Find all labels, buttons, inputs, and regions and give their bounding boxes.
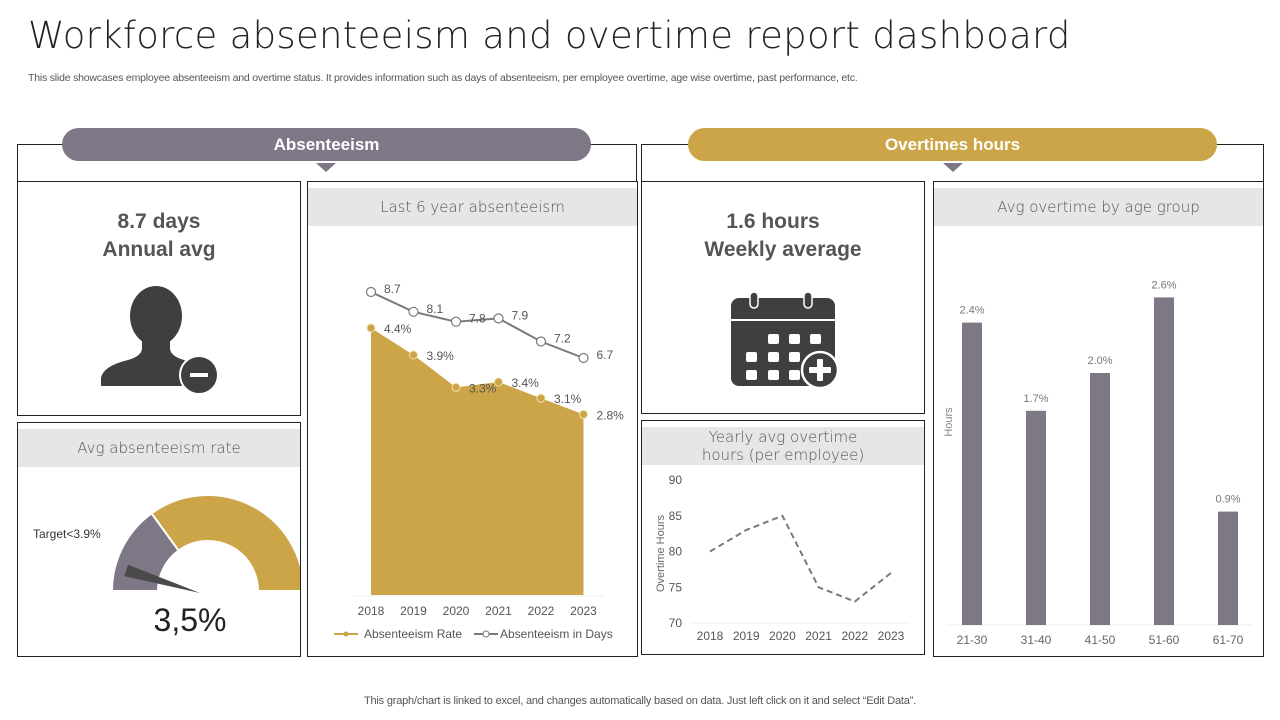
legend-rate-marker	[343, 631, 349, 637]
gauge-value-label: 3,5%	[154, 602, 227, 638]
y-tick-label: 90	[669, 473, 683, 487]
x-tick-label: 41-50	[1085, 633, 1116, 647]
user-minus-icon	[101, 286, 218, 395]
age-group-bar	[1026, 410, 1046, 625]
absenteeism-pointer-icon	[316, 163, 336, 172]
absenteeism-days-label: 7.2	[554, 332, 571, 346]
page-subtitle: This slide showcases employee absenteeis…	[28, 72, 858, 84]
gauge-needle	[124, 564, 200, 593]
x-tick-label: 2023	[570, 604, 597, 618]
x-tick-label: 31-40	[1021, 633, 1052, 647]
last-6-year-absenteeism-card: Last 6 year absenteeism 4.4% 3.9% 3.3% 3.4%…	[307, 181, 638, 657]
age-group-bar	[1218, 511, 1238, 625]
overtime-section-header: Overtimes hours	[688, 128, 1217, 161]
absenteeism-rate-point	[366, 323, 376, 333]
x-tick-label: 2021	[805, 629, 832, 643]
absence-kpi-card: 8.7 days Annual avg	[17, 181, 301, 416]
absenteeism-days-label: 8.7	[384, 282, 401, 296]
absenteeism-rate-label: 3.1%	[554, 392, 582, 406]
y-tick-label: 85	[669, 509, 683, 523]
x-tick-label: 21-30	[957, 633, 988, 647]
y-tick-label: 70	[669, 616, 683, 630]
x-tick-label: 2023	[878, 629, 905, 643]
absenteeism-days-label: 6.7	[597, 348, 614, 362]
x-tick-label: 51-60	[1149, 633, 1180, 647]
bar-value-label: 1.7%	[1023, 393, 1048, 405]
absenteeism-days-label: 7.8	[469, 312, 486, 326]
x-tick-label: 2022	[841, 629, 868, 643]
page-title: Workforce absenteeism and overtime repor…	[28, 14, 1071, 57]
absenteeism-days-point	[493, 313, 504, 324]
absenteeism-days-point	[365, 286, 377, 298]
overtime-kpi-value: 1.6 hours	[726, 210, 820, 233]
footer-note: This graph/chart is linked to excel, and…	[364, 695, 916, 707]
absenteeism-days-point	[408, 306, 419, 317]
absenteeism-rate-point	[579, 409, 588, 419]
absenteeism-rate-area	[371, 328, 584, 595]
absenteeism-rate-point	[536, 393, 546, 403]
avg-absenteeism-rate-title: Avg absenteeism rate	[18, 429, 300, 467]
absenteeism-rate-point	[494, 377, 503, 387]
x-tick-label: 2020	[443, 604, 470, 618]
age-group-bar	[1154, 297, 1174, 625]
x-tick-label: 2021	[485, 604, 512, 618]
overtime-kpi-label: Weekly average	[704, 238, 862, 261]
absenteeism-rate-label: 3.9%	[427, 349, 455, 363]
overtime-kpi-card: 1.6 hours Weekly average	[641, 181, 925, 414]
absenteeism-rate-label: 2.8%	[597, 408, 625, 422]
y-tick-label: 75	[669, 580, 683, 594]
age-group-bar	[962, 322, 982, 625]
last-6-year-absenteeism-title: Last 6 year absenteeism	[308, 188, 637, 226]
bar-value-label: 2.6%	[1151, 279, 1176, 291]
absenteeism-section-header: Absenteeism	[62, 128, 591, 161]
gauge-target-label: Target<3.9%	[33, 527, 101, 541]
y-tick-label: 80	[669, 545, 683, 559]
overtime-pointer-icon	[943, 163, 963, 172]
avg-absenteeism-rate-card: Avg absenteeism rate Target<3.9% 3,5%	[17, 422, 301, 657]
age-group-overtime-card: Avg overtime by age group 2.4% 21-30 1.7% 3…	[933, 181, 1264, 657]
legend-days-marker	[482, 630, 490, 638]
gauge-chart: Target<3.9% 3,5%	[33, 494, 300, 638]
absenteeism-section-label: Absenteeism	[273, 134, 380, 154]
absence-kpi-label: Annual avg	[102, 238, 216, 261]
absenteeism-rate-label: 3.4%	[512, 376, 540, 390]
absenteeism-days-point	[450, 316, 462, 327]
bar-value-label: 2.0%	[1087, 355, 1112, 367]
age-group-overtime-title: Avg overtime by age group	[934, 188, 1263, 226]
x-tick-label: 2019	[733, 629, 760, 643]
x-tick-label: 2019	[400, 604, 427, 618]
yearly-overtime-title-text: Yearly avg overtime hours (per employee)	[701, 428, 865, 464]
legend-rate-label: Absenteeism Rate	[364, 627, 462, 641]
x-tick-label: 61-70	[1213, 633, 1244, 647]
absenteeism-rate-label: 4.4%	[384, 322, 412, 336]
calendar-plus-icon	[731, 291, 840, 390]
bar-value-label: 0.9%	[1215, 494, 1240, 506]
yearly-overtime-line-chart: 70 75 80 85 90 2018 2019 2020 2021 2022 2023 Overti…	[655, 473, 910, 643]
absenteeism-area-chart: 4.4% 3.9% 3.3% 3.4% 3.1% 2.8% 8.7 8.1 7.8 7.9 7.2 6…	[334, 282, 625, 641]
absenteeism-days-point	[535, 336, 547, 347]
absenteeism-rate-label: 3.3%	[469, 381, 497, 395]
x-tick-label: 2018	[358, 604, 385, 618]
gauge-remaining-segment	[150, 494, 300, 592]
legend-days-label: Absenteeism in Days	[500, 627, 613, 641]
overtime-hours-line	[709, 514, 892, 603]
y-axis-label: Hours	[943, 407, 955, 437]
x-tick-label: 2022	[528, 604, 555, 618]
x-tick-label: 2018	[697, 629, 724, 643]
yearly-overtime-card: Yearly avg overtime hours (per employee)…	[641, 420, 925, 655]
absenteeism-days-point	[578, 352, 589, 364]
absenteeism-days-label: 8.1	[427, 302, 444, 316]
overtime-section-label: Overtimes hours	[884, 134, 1021, 154]
absenteeism-rate-point	[451, 382, 461, 392]
bar-value-label: 2.4%	[959, 305, 984, 317]
y-axis-label: Overtime Hours	[655, 514, 667, 592]
x-tick-label: 2020	[769, 629, 796, 643]
yearly-overtime-title: Yearly avg overtime hours (per employee)	[642, 427, 924, 465]
age-group-bar	[1090, 373, 1110, 625]
absenteeism-days-label: 7.9	[512, 308, 529, 322]
age-group-bar-chart: 2.4% 21-30 1.7% 31-40 2.0% 41-50 2.6% 51-60 0.9%…	[943, 279, 1252, 647]
absenteeism-days-line	[370, 291, 584, 359]
absenteeism-rate-point	[409, 350, 418, 360]
absence-kpi-value: 8.7 days	[117, 210, 201, 233]
